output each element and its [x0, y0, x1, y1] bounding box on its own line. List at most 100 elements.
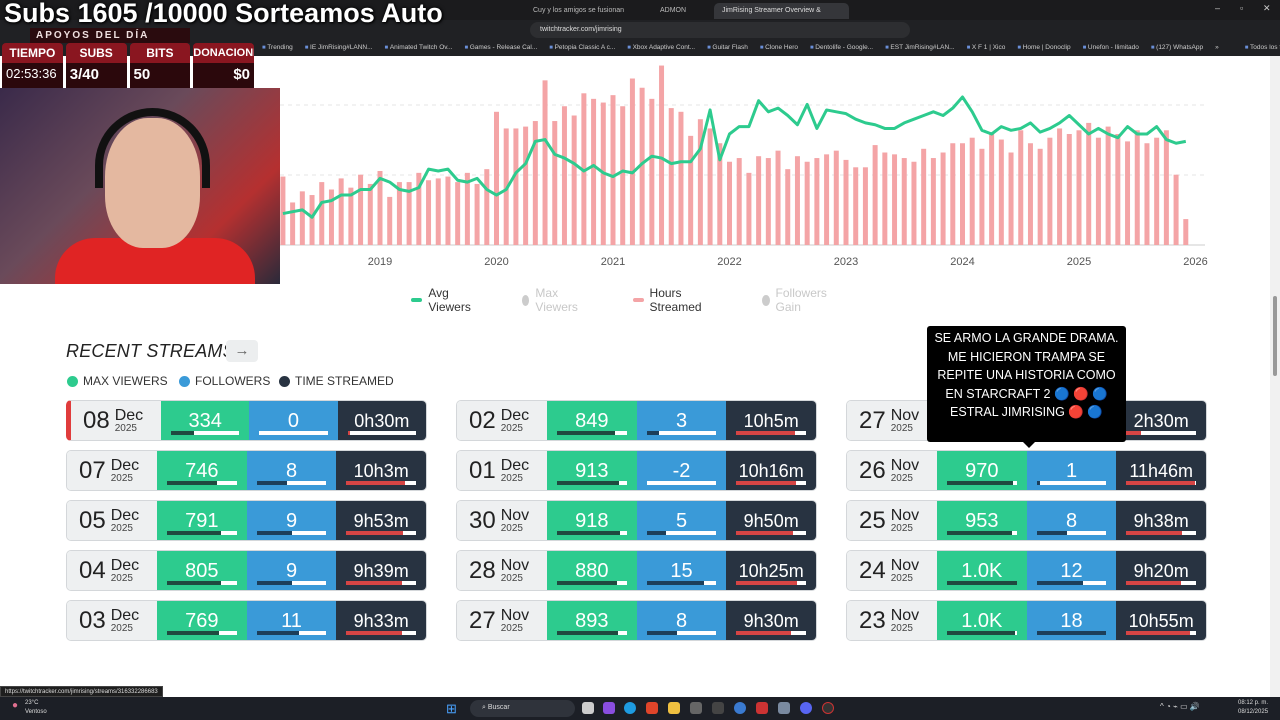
brave-icon[interactable] [646, 702, 658, 714]
taskbar-search[interactable]: ⌕ Buscar [470, 700, 575, 717]
close-button[interactable]: ✕ [1263, 3, 1271, 13]
app-icon[interactable] [690, 702, 702, 714]
max-viewers-value: 913 [575, 460, 609, 482]
app-icon[interactable] [756, 702, 768, 714]
bookmark-item[interactable]: Animated Twitch Ov... [385, 44, 453, 51]
stream-row[interactable]: 30 Nov 2025 918 5 9h50m [456, 500, 817, 541]
time-streamed-value: 10h16m [738, 461, 804, 481]
bookmark-item[interactable]: Home | Donoclip [1017, 44, 1071, 51]
stream-row[interactable]: 07 Dec 2025 746 8 10h3m [66, 450, 427, 491]
hours-streamed-bar [1027, 143, 1033, 245]
stream-date: 03 Dec 2025 [67, 601, 157, 640]
followers-value: 15 [670, 560, 693, 582]
bookmark-item[interactable]: Trending [262, 44, 292, 51]
followers: -2 [636, 451, 727, 490]
stream-row[interactable]: 27 Nov 2025 893 8 9h30m [456, 600, 817, 641]
followers-value: 8 [675, 610, 688, 632]
legend-item[interactable]: Followers Gain [762, 286, 830, 314]
hours-streamed-bar [542, 80, 548, 245]
stream-row[interactable]: 01 Dec 2025 913 -2 10h16m [456, 450, 817, 491]
system-tray-icons[interactable]: ^ ◔ ⌁ ▭ 🔊 [1160, 702, 1200, 711]
tab[interactable]: Cuy y los amigos se fusionan [533, 7, 625, 14]
tab-active[interactable]: JimRising Streamer Overview & [714, 3, 849, 19]
time-streamed: 9h50m [726, 501, 816, 540]
max-viewers-value: 1.0K [961, 610, 1003, 632]
stream-row[interactable]: 03 Dec 2025 769 11 9h33m [66, 600, 427, 641]
bookmark-item[interactable]: Dentolife - Google... [810, 44, 873, 51]
stream-row[interactable]: 25 Nov 2025 953 8 9h38m [846, 500, 1207, 541]
windows-start-icon[interactable]: ⊞ [446, 701, 457, 716]
app-icon[interactable] [822, 702, 834, 714]
hours-streamed-bar [678, 111, 684, 245]
clock-time[interactable]: 08:12 p. m. [1238, 700, 1269, 706]
legend-item[interactable]: Max Viewers [522, 286, 581, 314]
bookmark-item[interactable]: » [1215, 44, 1219, 51]
date-year: 2025 [500, 572, 523, 584]
stream-row[interactable]: 28 Nov 2025 880 15 10h25m [456, 550, 817, 591]
max-viewers-value: 953 [965, 510, 999, 532]
bookmark-item[interactable]: IE JimRising#LANN... [305, 44, 373, 51]
bookmark-item[interactable]: Xbox Adaptive Cont... [627, 44, 696, 51]
stream-row[interactable]: 26 Nov 2025 970 1 11h46m [846, 450, 1207, 491]
max-viewers: 880 [547, 551, 637, 590]
stream-row[interactable]: 05 Dec 2025 791 9 9h53m [66, 500, 427, 541]
app-icon[interactable] [582, 702, 594, 714]
discord-icon[interactable] [800, 702, 812, 714]
followers-bar [646, 481, 717, 485]
followers-value: 18 [1060, 610, 1083, 632]
bookmark-item[interactable]: Clone Hero [760, 44, 798, 51]
scrollbar[interactable] [1270, 56, 1280, 697]
stream-row[interactable]: 02 Dec 2025 849 3 10h5m [456, 400, 817, 441]
arrow-right-icon[interactable]: → [226, 340, 258, 362]
date-year: 2025 [110, 522, 133, 534]
hours-streamed-bar [1144, 143, 1150, 245]
edge-icon[interactable] [624, 702, 636, 714]
legend-item[interactable]: Avg Viewers [411, 286, 475, 314]
date-year: 2025 [110, 472, 133, 484]
hours-streamed-bar [1183, 219, 1189, 245]
key-label: MAX VIEWERS [83, 374, 168, 388]
followers-bar [1036, 481, 1107, 485]
stream-row[interactable]: 23 Nov 2025 1.0K 18 10h55m [846, 600, 1207, 641]
hours-streamed-bar [1163, 130, 1169, 245]
tab[interactable]: ADMON [660, 7, 687, 14]
max-viewers-value: 805 [185, 560, 219, 582]
stream-row[interactable]: 24 Nov 2025 1.0K 12 9h20m [846, 550, 1207, 591]
max-viewers: 1.0K [937, 551, 1027, 590]
bookmark-item[interactable]: X F 1 | Xico [967, 44, 1005, 51]
stream-row[interactable]: 04 Dec 2025 805 9 9h39m [66, 550, 427, 591]
legend-item[interactable]: Hours Streamed [633, 286, 707, 314]
hours-streamed-bar [707, 128, 713, 245]
hours-streamed-bar [950, 143, 956, 245]
bookmark-item[interactable]: Unefon - Ilimitado [1083, 44, 1139, 51]
maximize-button[interactable]: ▫ [1240, 3, 1244, 13]
x-tick-label: 2026 [1183, 256, 1207, 268]
max-viewers-bar [171, 431, 240, 435]
app-icon[interactable] [603, 702, 615, 714]
minimize-button[interactable]: – [1215, 3, 1221, 13]
clock-date[interactable]: 08/12/2025 [1238, 709, 1269, 715]
address-bar[interactable]: twitchtracker.com/jimrising [530, 22, 910, 38]
app-icon[interactable] [712, 702, 724, 714]
hours-streamed-bar [649, 98, 655, 245]
app-icon[interactable] [734, 702, 746, 714]
settings-icon[interactable] [778, 702, 790, 714]
bookmark-item[interactable]: Petopia Classic A c... [549, 44, 616, 51]
time-streamed-value: 9h20m [1133, 561, 1189, 581]
stream-row[interactable]: 08 Dec 2025 334 0 0h30m [66, 400, 427, 441]
max-viewers-bar [557, 581, 627, 585]
date-month: Dec [110, 506, 140, 524]
bookmark-item[interactable]: Guitar Flash [707, 44, 747, 51]
stat-label: TIEMPO [2, 43, 63, 63]
tab-strip: Cuy y los amigos se fusionan ADMON JimRi… [0, 0, 1280, 20]
folder-icon[interactable] [668, 702, 680, 714]
scrollbar-thumb[interactable] [1273, 296, 1277, 376]
max-viewers-bar [167, 531, 237, 535]
max-viewers: 849 [547, 401, 637, 440]
bookmark-item[interactable]: (127) WhatsApp [1151, 44, 1203, 51]
hours-streamed-bar [406, 182, 412, 245]
bookmark-item[interactable]: EST JimRising#LAN... [885, 44, 954, 51]
bookmark-item[interactable]: Games - Release Cal... [464, 44, 538, 51]
bookmark-item[interactable]: Todos los favoritos [1245, 44, 1280, 51]
max-viewers-bar [557, 481, 627, 485]
